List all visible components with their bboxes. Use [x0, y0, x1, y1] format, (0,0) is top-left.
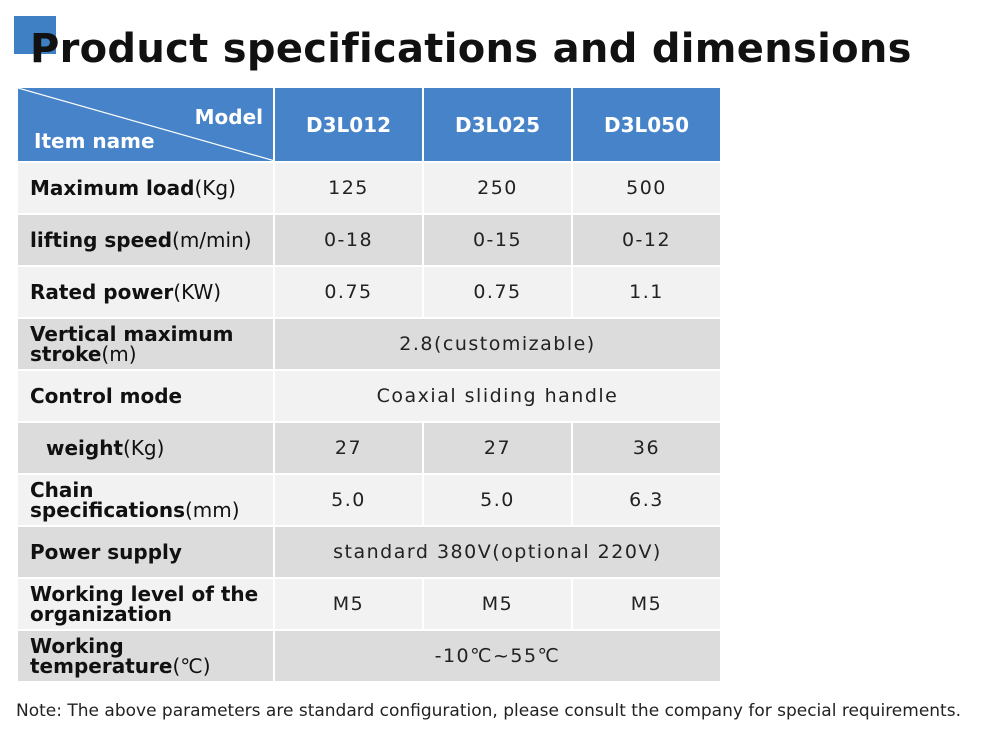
- cell-value: 125: [273, 161, 424, 215]
- table-row: Power supply standard 380V(optional 220V…: [16, 525, 722, 579]
- row-label: weight(Kg): [16, 421, 275, 475]
- cell-value: M5: [422, 577, 573, 631]
- model-header-1: D3L012: [273, 86, 424, 163]
- model-header-label: Model: [194, 105, 263, 129]
- table-row: Vertical maximum stroke(m) 2.8(customiza…: [16, 317, 722, 371]
- row-label: Power supply: [16, 525, 275, 579]
- row-label-name: Power supply: [30, 540, 182, 564]
- model-header-3: D3L050: [571, 86, 722, 163]
- row-label: Vertical maximum stroke(m): [16, 317, 275, 371]
- row-label-name: weight: [46, 436, 124, 460]
- cell-value: 250: [422, 161, 573, 215]
- cell-value-merged: -10℃~55℃: [273, 629, 722, 683]
- spec-table: Model Item name D3L012 D3L025 D3L050 Max…: [16, 86, 722, 683]
- diagonal-divider: [18, 88, 275, 161]
- title-accent-block: [14, 16, 56, 54]
- table-row: Working temperature(℃) -10℃~55℃: [16, 629, 722, 683]
- row-label: Maximum load(Kg): [16, 161, 275, 215]
- table-header-row: Model Item name D3L012 D3L025 D3L050: [16, 86, 722, 163]
- model-header-2: D3L025: [422, 86, 573, 163]
- cell-value: M5: [273, 577, 424, 631]
- row-label: Chain specifications(mm): [16, 473, 275, 527]
- table-row: lifting speed(m/min) 0-18 0-15 0-12: [16, 213, 722, 267]
- cell-value: 1.1: [571, 265, 722, 319]
- row-label-name: Control mode: [30, 384, 183, 408]
- table-row: Rated power(KW) 0.75 0.75 1.1: [16, 265, 722, 319]
- row-label-unit: (Kg): [194, 176, 236, 200]
- item-name-header-label: Item name: [34, 129, 155, 153]
- cell-value: 5.0: [273, 473, 424, 527]
- row-label-unit: (mm): [184, 498, 240, 522]
- footnote: Note: The above parameters are standard …: [16, 701, 961, 721]
- page-title: Product specifications and dimensions: [30, 26, 912, 72]
- cell-value: 5.0: [422, 473, 573, 527]
- cell-value: 6.3: [571, 473, 722, 527]
- table-row: Maximum load(Kg) 125 250 500: [16, 161, 722, 215]
- cell-value: 0.75: [422, 265, 573, 319]
- cell-value: 36: [571, 421, 722, 475]
- cell-value: 27: [422, 421, 573, 475]
- row-label-unit: (m): [101, 342, 137, 366]
- row-label-name: Vertical maximum stroke: [30, 322, 234, 366]
- cell-value: 500: [571, 161, 722, 215]
- cell-value-merged: 2.8(customizable): [273, 317, 722, 371]
- table-row: Control mode Coaxial sliding handle: [16, 369, 722, 423]
- row-label: Rated power(KW): [16, 265, 275, 319]
- row-label-unit: (℃): [172, 654, 211, 678]
- row-label-name: Working level of the organization: [30, 582, 259, 626]
- cell-value: 0-12: [571, 213, 722, 267]
- row-label: Control mode: [16, 369, 275, 423]
- cell-value: 0-15: [422, 213, 573, 267]
- cell-value: M5: [571, 577, 722, 631]
- cell-value: 0.75: [273, 265, 424, 319]
- row-label-name: Working temperature: [30, 634, 173, 678]
- row-label-unit: (m/min): [172, 228, 252, 252]
- row-label-name: Rated power: [30, 280, 174, 304]
- row-label-unit: (KW): [173, 280, 222, 304]
- row-label: Working level of the organization: [16, 577, 275, 631]
- row-label-name: lifting speed: [30, 228, 173, 252]
- table-row: Working level of the organization M5 M5 …: [16, 577, 722, 631]
- cell-value-merged: Coaxial sliding handle: [273, 369, 722, 423]
- header-corner-cell: Model Item name: [16, 86, 275, 163]
- cell-value: 27: [273, 421, 424, 475]
- row-label-name: Chain specifications: [30, 478, 185, 522]
- row-label: Working temperature(℃): [16, 629, 275, 683]
- row-label-name: Maximum load: [30, 176, 195, 200]
- row-label-unit: (Kg): [123, 436, 165, 460]
- table-row: Chain specifications(mm) 5.0 5.0 6.3: [16, 473, 722, 527]
- cell-value: 0-18: [273, 213, 424, 267]
- cell-value-merged: standard 380V(optional 220V): [273, 525, 722, 579]
- table-row: weight(Kg) 27 27 36: [16, 421, 722, 475]
- row-label: lifting speed(m/min): [16, 213, 275, 267]
